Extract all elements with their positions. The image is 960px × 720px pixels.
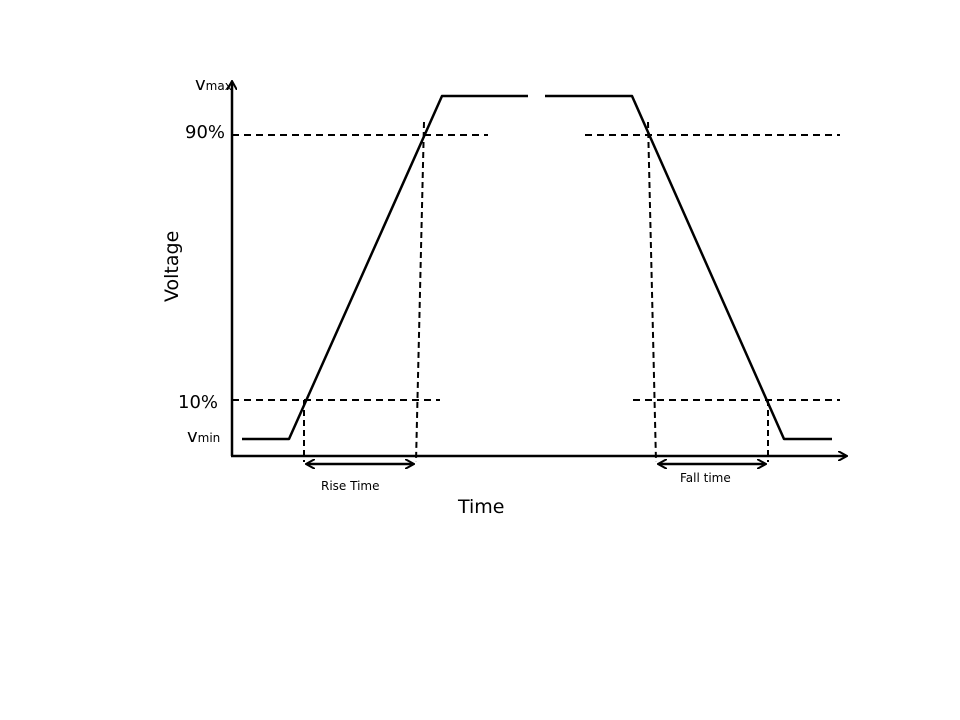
pulse-falling-edge [545, 94, 832, 441]
vmin-label: vmin [187, 428, 220, 446]
y-axis-label: Voltage [161, 230, 183, 302]
vmin-symbol: v [187, 426, 198, 447]
fall-time-label: Fall time [680, 471, 731, 485]
vmin-subscript: min [197, 431, 221, 445]
x-axis-label: Time [458, 496, 505, 518]
level-90-label: 90% [185, 122, 226, 143]
fall-start-marker [647, 121, 657, 463]
vmax-label: vmax [195, 76, 232, 94]
rise-time-label: Rise Time [321, 479, 380, 493]
vmax-subscript: max [205, 79, 232, 93]
vmax-symbol: v [195, 74, 206, 95]
pulse-rising-edge [242, 94, 528, 441]
rise-end-marker [415, 121, 425, 463]
level-10-label: 10% [178, 392, 219, 413]
